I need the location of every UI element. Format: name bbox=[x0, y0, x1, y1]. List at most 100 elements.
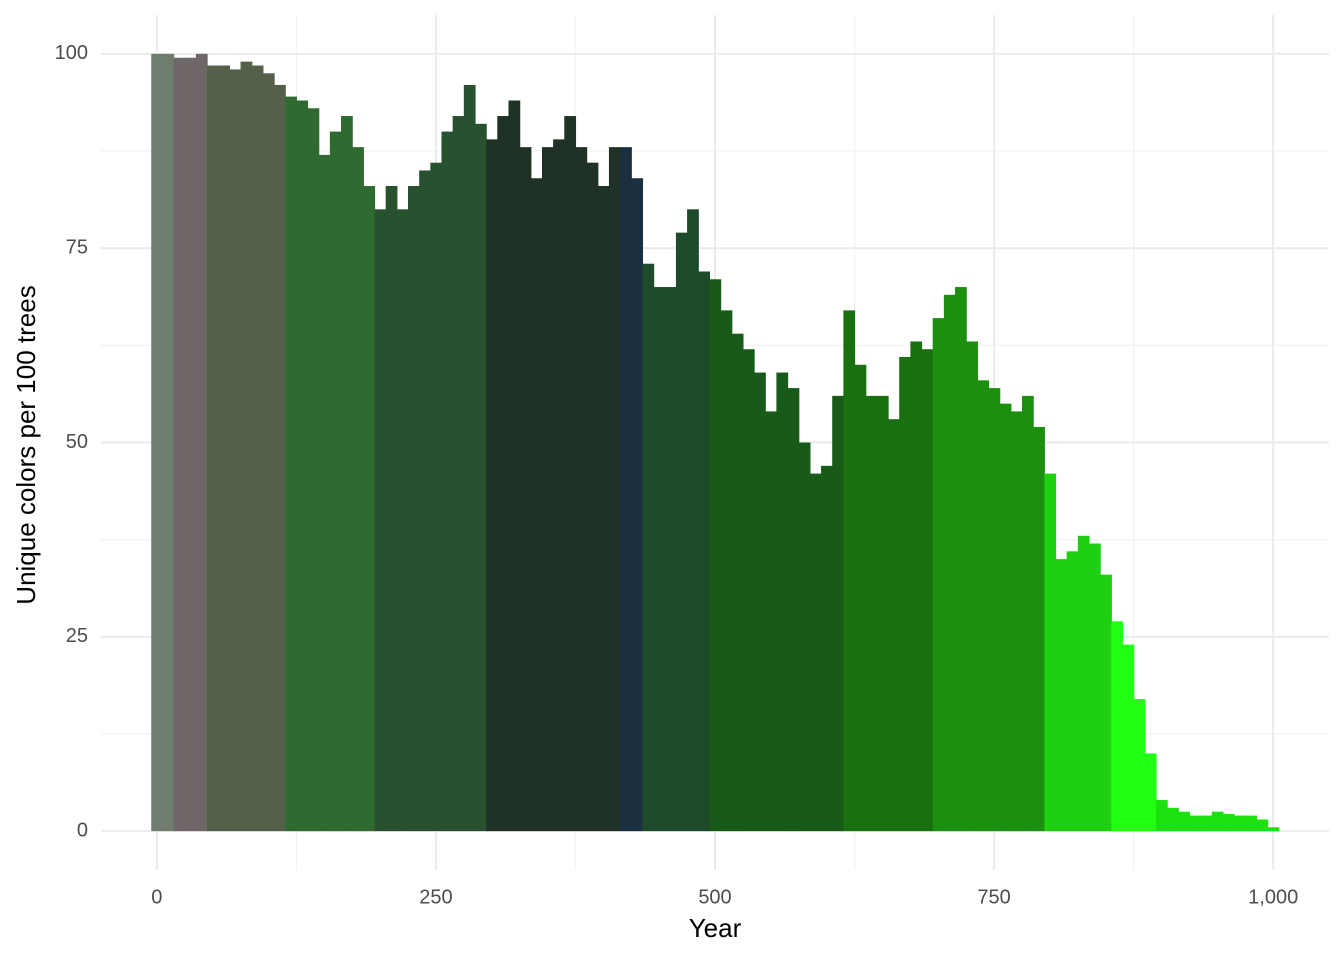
bar bbox=[1088, 543, 1101, 832]
x-tick-label: 750 bbox=[977, 886, 1010, 908]
bar bbox=[1122, 644, 1135, 832]
bar bbox=[1200, 815, 1213, 832]
bar bbox=[1178, 811, 1191, 832]
bar bbox=[419, 170, 431, 832]
bar bbox=[262, 73, 275, 832]
bar bbox=[497, 116, 510, 832]
bar bbox=[653, 287, 666, 832]
bar bbox=[207, 65, 219, 832]
y-tick-label: 0 bbox=[77, 819, 88, 841]
bar bbox=[408, 186, 420, 832]
bar bbox=[474, 123, 487, 832]
bar bbox=[1155, 800, 1168, 832]
bar bbox=[742, 349, 755, 832]
bar bbox=[1066, 551, 1079, 832]
bar bbox=[709, 279, 722, 832]
bar bbox=[865, 395, 878, 832]
bar bbox=[1077, 535, 1090, 832]
bar bbox=[832, 395, 844, 832]
bar bbox=[575, 147, 588, 832]
bar bbox=[519, 147, 532, 832]
bar bbox=[765, 411, 777, 832]
bar bbox=[809, 473, 822, 832]
bar bbox=[698, 271, 711, 832]
bar bbox=[620, 147, 632, 832]
bar bbox=[296, 100, 309, 832]
bar bbox=[329, 131, 342, 832]
bar bbox=[1211, 811, 1224, 832]
bar bbox=[642, 263, 655, 832]
bar bbox=[787, 388, 800, 832]
bar bbox=[776, 372, 789, 832]
bar bbox=[240, 61, 253, 832]
bar bbox=[1133, 699, 1146, 832]
bar bbox=[977, 380, 990, 832]
x-tick-label: 1,000 bbox=[1248, 886, 1298, 908]
bar bbox=[173, 57, 186, 832]
bar bbox=[463, 84, 476, 832]
bar bbox=[1044, 473, 1057, 832]
bar bbox=[1234, 815, 1246, 832]
x-tick-label: 250 bbox=[419, 886, 452, 908]
bar bbox=[597, 186, 610, 832]
bar bbox=[943, 294, 956, 832]
bar bbox=[530, 178, 543, 832]
bar bbox=[1189, 815, 1202, 832]
bar bbox=[218, 65, 230, 832]
bar bbox=[1256, 819, 1269, 832]
bar bbox=[921, 349, 934, 832]
bar bbox=[385, 186, 398, 832]
bar bbox=[586, 162, 599, 832]
bar bbox=[1022, 395, 1034, 832]
bar bbox=[720, 310, 733, 832]
bar bbox=[664, 287, 677, 832]
bar bbox=[1010, 411, 1023, 832]
x-tick-label: 500 bbox=[698, 886, 731, 908]
bar bbox=[285, 96, 297, 832]
bar bbox=[363, 186, 376, 832]
y-tick-label: 100 bbox=[55, 42, 88, 64]
bar bbox=[396, 209, 409, 832]
bar bbox=[341, 116, 353, 832]
bar bbox=[899, 357, 911, 832]
y-tick-label: 75 bbox=[66, 236, 88, 258]
bar bbox=[162, 53, 175, 832]
bar bbox=[184, 57, 197, 832]
bar bbox=[1144, 753, 1157, 832]
bar bbox=[1267, 827, 1280, 832]
bar bbox=[798, 442, 811, 832]
bar bbox=[374, 209, 387, 832]
bar bbox=[966, 341, 978, 832]
bar bbox=[508, 100, 521, 832]
y-axis-title: Unique colors per 100 trees bbox=[11, 285, 41, 604]
bar bbox=[452, 116, 465, 832]
bar bbox=[195, 53, 208, 832]
bar bbox=[1033, 426, 1045, 832]
bar bbox=[274, 84, 286, 832]
x-tick-label: 0 bbox=[151, 886, 162, 908]
bar bbox=[854, 364, 867, 832]
bar bbox=[1111, 621, 1124, 832]
bar bbox=[441, 131, 454, 832]
bar bbox=[631, 178, 644, 832]
bar bbox=[910, 341, 923, 832]
bar bbox=[608, 147, 621, 832]
bar bbox=[955, 287, 967, 832]
bar bbox=[821, 465, 833, 832]
bar bbox=[999, 403, 1012, 832]
bar bbox=[229, 69, 242, 832]
bar bbox=[541, 147, 554, 832]
bar bbox=[486, 139, 498, 832]
bar bbox=[251, 65, 264, 832]
bar bbox=[731, 333, 744, 832]
bar bbox=[151, 53, 163, 832]
y-tick-label: 25 bbox=[66, 625, 88, 647]
bar bbox=[553, 139, 565, 832]
bar bbox=[843, 310, 856, 832]
bar bbox=[876, 395, 889, 832]
bar bbox=[307, 108, 320, 832]
bar bbox=[932, 318, 945, 832]
bar bbox=[430, 162, 443, 832]
bar bbox=[1167, 807, 1179, 832]
bar bbox=[754, 372, 766, 832]
